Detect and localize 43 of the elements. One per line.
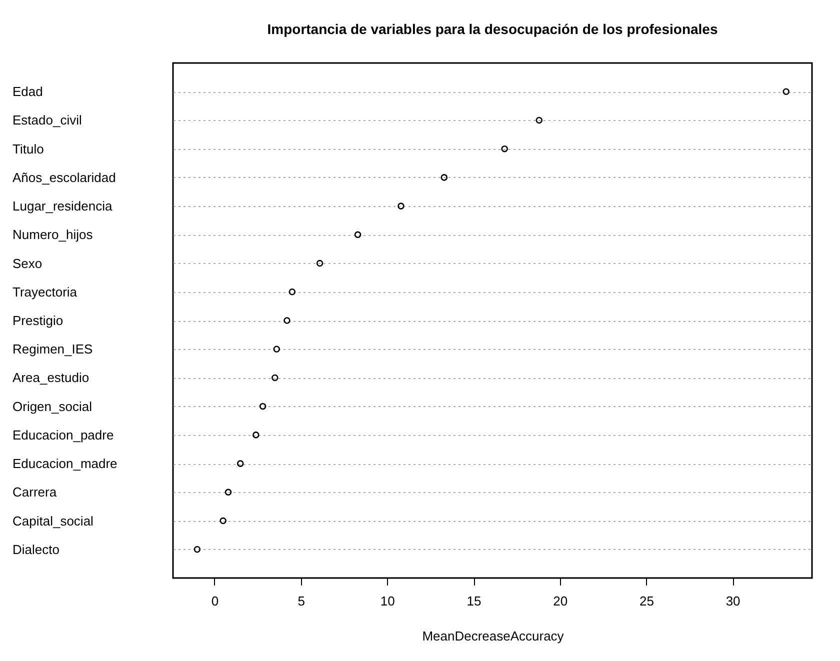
y-tick-label: Lugar_residencia bbox=[12, 198, 114, 214]
point bbox=[224, 488, 232, 496]
point bbox=[194, 546, 201, 553]
y-tick-label: Educacion_padre bbox=[12, 427, 114, 442]
point bbox=[259, 402, 266, 410]
point bbox=[316, 260, 324, 267]
y-tick-label: Sexo bbox=[12, 256, 42, 271]
y-tick-label: Edad bbox=[12, 84, 43, 100]
x-tick-label: 25 bbox=[639, 594, 654, 608]
y-tick-label: Años_escolaridad bbox=[12, 170, 116, 185]
y-tick-label: Estado_civil bbox=[12, 112, 82, 128]
y-tick-label: Trayectoria bbox=[12, 284, 78, 300]
point bbox=[273, 346, 280, 352]
y-tick-label: Titulo bbox=[12, 141, 44, 156]
x-tick-label: 20 bbox=[553, 594, 568, 608]
x-tick-label: 30 bbox=[726, 594, 740, 608]
x-tick-label: 0 bbox=[211, 594, 219, 608]
y-tick-label: Educacion_madre bbox=[12, 456, 118, 472]
y-tick-label: Regimen_IES bbox=[12, 342, 94, 357]
y-tick-label: Capital_social bbox=[12, 513, 94, 528]
point bbox=[398, 202, 404, 210]
y-tick-label: Area_estudio bbox=[12, 370, 90, 386]
x-tick-label: 15 bbox=[466, 594, 482, 608]
point bbox=[288, 288, 296, 296]
point bbox=[501, 145, 508, 152]
point bbox=[236, 460, 244, 467]
point bbox=[284, 317, 290, 324]
y-tick-label: Origen_social bbox=[12, 398, 92, 414]
x-tick-label: 10 bbox=[380, 594, 395, 608]
point bbox=[272, 374, 278, 382]
y-tick-label: Carrera bbox=[12, 484, 58, 500]
x-tick-label: 5 bbox=[298, 594, 305, 608]
x-axis-title: MeanDecreaseAccuracy bbox=[422, 628, 564, 644]
point bbox=[252, 432, 260, 438]
y-tick-label: Dialecto bbox=[12, 542, 60, 557]
point bbox=[220, 517, 226, 524]
y-tick-label: Numero_hijos bbox=[12, 227, 94, 242]
y-tick-label: Prestigio bbox=[12, 313, 64, 328]
point bbox=[536, 116, 543, 124]
point bbox=[440, 174, 448, 181]
point bbox=[782, 88, 790, 95]
point bbox=[354, 231, 362, 238]
chart-title: Importancia de variables para la desocupación de los profesionales bbox=[267, 21, 718, 37]
